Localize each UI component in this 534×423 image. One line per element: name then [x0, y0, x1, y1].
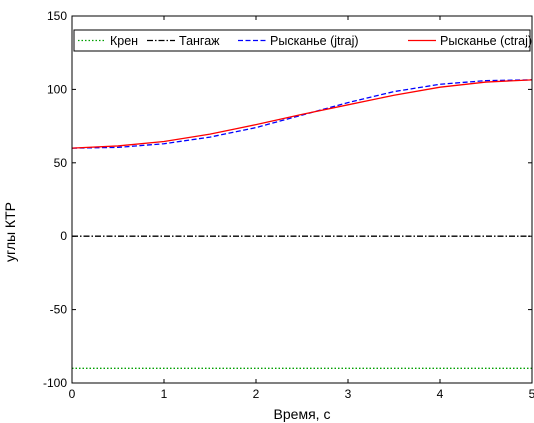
y-tick-label: -50	[50, 303, 68, 317]
y-axis-label: углы КТР	[2, 202, 18, 262]
x-tick-label: 3	[345, 387, 352, 401]
legend: Крен Тангаж Рысканье (jtraj) Рысканье (ctra…	[73, 29, 532, 52]
series-line-3	[71, 79, 533, 149]
y-tick-label: 100	[47, 82, 67, 96]
legend-label-1: Крен	[110, 34, 138, 48]
plot-background	[72, 16, 532, 383]
series-line-4	[71, 79, 533, 149]
x-tick-label: 1	[161, 387, 168, 401]
x-tick-label: 5	[529, 387, 534, 401]
plot-area	[72, 16, 532, 383]
x-tick-label: 2	[253, 387, 260, 401]
y-tick-label: 0	[60, 229, 67, 243]
y-tick-label: 150	[47, 9, 67, 23]
legend-label-4: Рысканье (ctraj)	[440, 34, 532, 48]
axes: 0 1 2 3 4 5 -100 -50 0 50 100 150	[43, 9, 534, 401]
x-tick-label: 4	[437, 387, 444, 401]
x-tick-label: 0	[69, 387, 76, 401]
x-axis-label: Время, с	[274, 406, 331, 422]
legend-box	[73, 29, 531, 52]
axes-frame	[71, 15, 533, 384]
y-tick-label: 50	[54, 156, 68, 170]
legend-label-2: Тангаж	[179, 34, 220, 48]
y-tick-label: -100	[43, 376, 67, 390]
legend-label-3: Рысканье (jtraj)	[270, 34, 359, 48]
series-lines	[71, 79, 533, 369]
